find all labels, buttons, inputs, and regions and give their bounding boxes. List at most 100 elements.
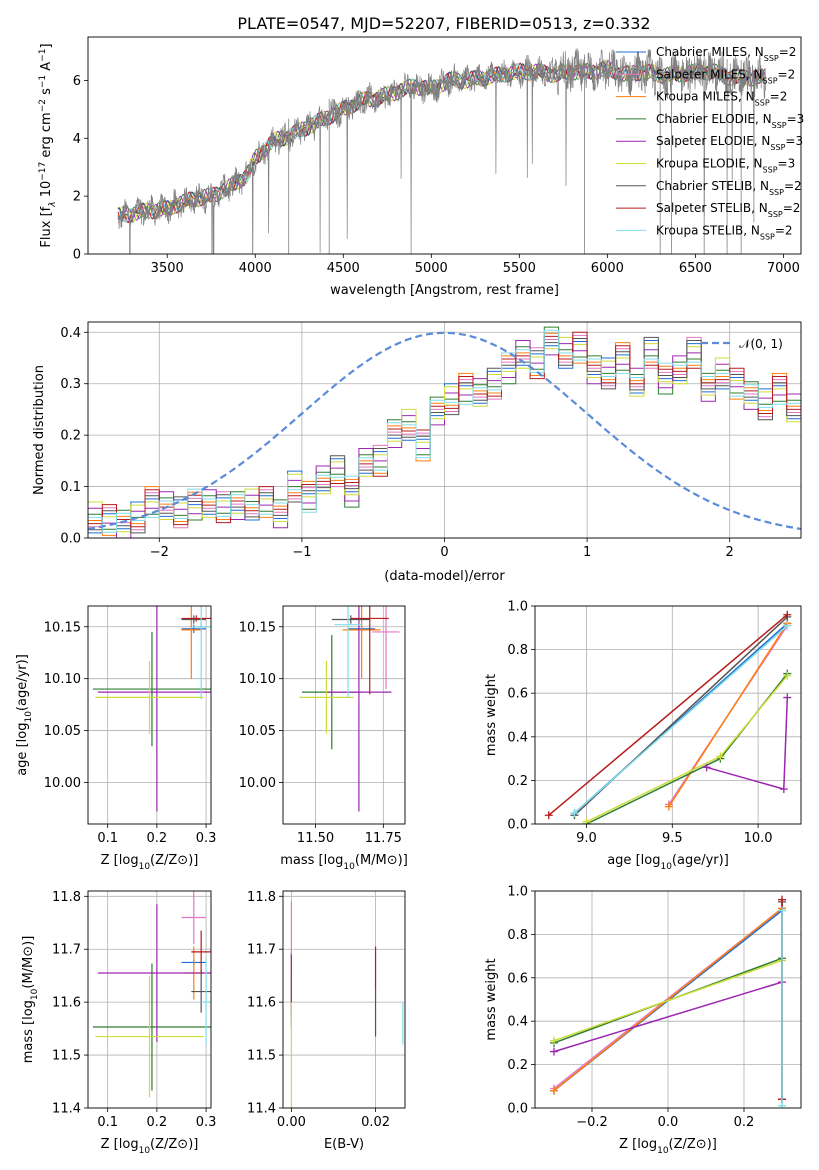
mass-weight-marker <box>550 1036 558 1045</box>
mass-weight-line <box>706 697 789 791</box>
errorbar-plot-area <box>92 891 211 1098</box>
mass-weight-line <box>548 614 788 816</box>
y-tick-label: 11.8 <box>247 890 276 905</box>
y-axis-label: Flux [fλ 10−17 erg cm−2 s−1 A−1] <box>38 43 58 247</box>
residual-histogram-step <box>88 336 801 533</box>
spectrum-panel: 3500 4000 4500 5000 5500 6000 6500 7000 0 2 4 6 wave… <box>38 36 804 298</box>
mass-weight-line <box>553 981 783 1053</box>
residual-histogram-step <box>88 329 801 533</box>
errorbar-point <box>191 970 211 1013</box>
errorbar-point <box>299 661 354 734</box>
y-tick-label: 0.0 <box>507 1102 528 1117</box>
x-tick-label: 0.0 <box>658 1115 679 1130</box>
x-tick-label: 4000 <box>239 261 272 276</box>
errorbar-point <box>342 606 381 679</box>
x-axis-label: Z [log10(Z/Z⊙)] <box>619 1137 717 1156</box>
y-tick-label: 1.0 <box>507 600 528 615</box>
y-tick-label: 1.0 <box>507 885 528 900</box>
legend-label: Chabrier MILES, NSSP=2 <box>656 45 796 63</box>
errorbar-point <box>92 963 211 1091</box>
errorbar-point <box>191 930 211 974</box>
y-tick-label: 10.10 <box>239 672 276 687</box>
errorbar-point <box>350 606 389 695</box>
y-tick-label: 2 <box>73 190 81 205</box>
y-tick-label: 11.4 <box>52 1102 81 1117</box>
mass-weight-marker <box>783 621 792 630</box>
gaussian-curve <box>88 331 801 531</box>
x-tick-label: 7000 <box>767 261 800 276</box>
y-tick-label: 0 <box>73 248 81 263</box>
errorbar-point <box>201 959 211 1045</box>
errorbar-point <box>95 975 204 1098</box>
weight-plot-area <box>544 610 792 824</box>
y-tick-label: 0.2 <box>60 429 81 444</box>
y-axis-label: mass weight <box>484 958 499 1040</box>
mass-weight-line <box>668 622 788 808</box>
residual-histogram-step <box>88 340 801 538</box>
x-tick-label: 11.50 <box>297 831 334 846</box>
legend-label: Salpeter ELODIE, NSSP=3 <box>656 134 803 152</box>
residuals-panel: −2 −1 0 1 2 0.0 0.1 0.2 0.3 0.4 (data-model)/error… <box>32 321 802 584</box>
axes-frame <box>87 36 802 255</box>
mass-weight-marker <box>778 1101 786 1108</box>
errorbar-point <box>97 904 211 1042</box>
observed-spectrum-line <box>117 48 766 254</box>
age-vs-metallicity-panel: 0.1 0.2 0.3 10.00 10.05 10.10 10.15 Z [log10(Z/… <box>15 605 217 872</box>
y-tick-label: 0.4 <box>507 730 528 745</box>
errorbar-point <box>326 606 392 812</box>
errorbar-point <box>181 615 211 622</box>
y-tick-label: 0.4 <box>507 1015 528 1030</box>
y-tick-label: 11.5 <box>247 1049 276 1064</box>
mass-weight-marker <box>544 811 553 820</box>
x-axis-label: (data-model)/error <box>384 569 505 584</box>
y-tick-label: 11.7 <box>247 943 276 958</box>
y-tick-label: 6 <box>73 74 81 89</box>
y-tick-label: 0.6 <box>507 687 528 702</box>
weight-vs-metallicity-panel: −0.2 0.0 0.2 0.0 0.2 0.4 0.6 0.8 1.0 Z [log10(Z/Z… <box>484 885 802 1156</box>
weight-vs-age-panel: 9.0 9.5 10.0 0.0 0.2 0.4 0.6 0.8 1.0 age [log10(a… <box>484 600 802 872</box>
axes-frame <box>87 890 212 1109</box>
errorbar-plot-area <box>299 606 400 812</box>
mass-weight-line <box>586 673 788 824</box>
x-axis-label: Z [log10(Z/Z⊙)] <box>101 1137 199 1156</box>
weight-plot-area <box>550 895 786 1108</box>
axes-frame <box>87 321 802 539</box>
y-tick-label: 10.15 <box>44 620 81 635</box>
mass-weight-marker <box>783 610 792 619</box>
x-tick-label: 3500 <box>151 261 184 276</box>
y-tick-label: 0.2 <box>507 1058 528 1073</box>
errorbar-point <box>181 606 202 679</box>
x-tick-label: −0.2 <box>576 1115 608 1130</box>
x-tick-label: −2 <box>150 545 169 560</box>
axes-frame <box>534 890 802 1109</box>
residual-histogram-step <box>88 332 801 536</box>
residual-histogram-step <box>88 336 801 534</box>
x-tick-label: 6000 <box>591 261 624 276</box>
y-axis-label: Normed distribution <box>32 365 47 495</box>
y-tick-label: 0.8 <box>507 643 528 658</box>
errorbar-point <box>372 606 400 690</box>
x-tick-label: 0.3 <box>196 831 217 846</box>
legend-label: Kroupa MILES, NSSP=2 <box>656 90 787 108</box>
mass-weight-marker <box>778 895 786 904</box>
axes-frame <box>282 605 406 825</box>
x-tick-label: −1 <box>292 545 311 560</box>
age-vs-mass-panel: 11.50 11.75 10.00 10.05 10.10 10.15 mass [log1… <box>239 605 408 872</box>
residual-histogram-step <box>88 340 801 534</box>
errorbar-point <box>331 615 370 624</box>
y-tick-label: 10.00 <box>239 776 276 791</box>
mass-weight-marker <box>550 1086 558 1095</box>
x-tick-label: 1 <box>583 545 591 560</box>
y-tick-label: 11.8 <box>52 890 81 905</box>
residual-histogram-step <box>88 334 801 531</box>
y-tick-label: 0.6 <box>507 971 528 986</box>
x-tick-label: 0.3 <box>196 1115 217 1130</box>
x-tick-label: 10.0 <box>744 831 773 846</box>
x-tick-label: 6500 <box>679 261 712 276</box>
errorbar-point <box>92 631 211 747</box>
mass-weight-marker <box>582 817 591 824</box>
mass-weight-line <box>553 907 783 1092</box>
errorbar-point <box>334 606 362 698</box>
mass-weight-marker <box>702 763 711 772</box>
